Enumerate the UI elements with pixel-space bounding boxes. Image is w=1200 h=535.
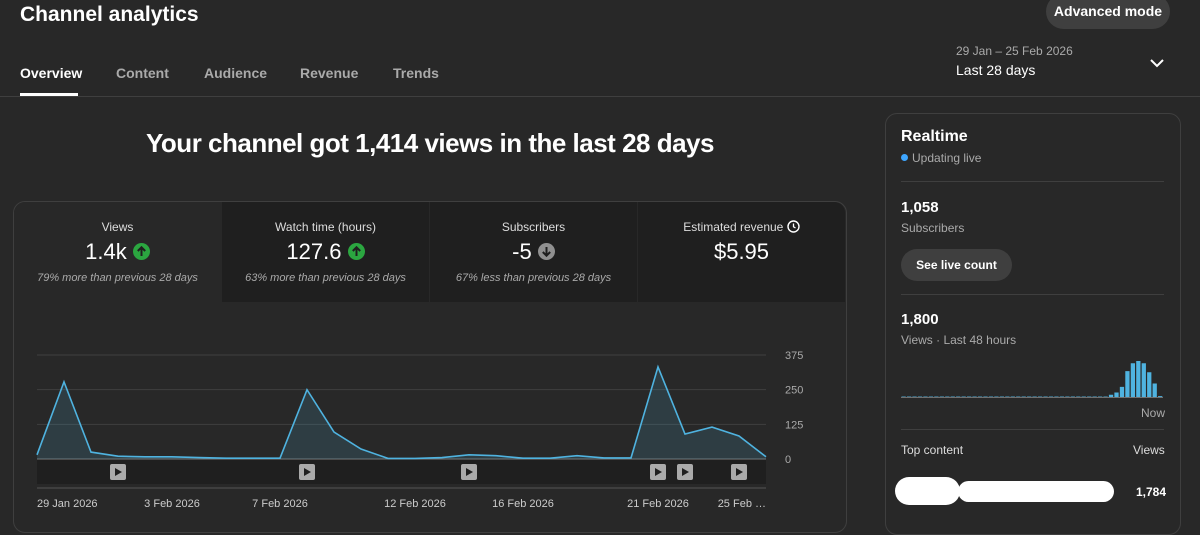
- x-tick-label: 29 Jan 2026: [37, 498, 98, 510]
- advanced-mode-button[interactable]: Advanced mode: [1046, 0, 1170, 29]
- chevron[interactable]: [1148, 56, 1166, 70]
- bar: [1147, 372, 1151, 397]
- area: [37, 367, 766, 459]
- x-tick-label: 25 Feb …: [718, 498, 766, 510]
- subscriber-count: 1,058: [901, 199, 939, 216]
- up-icon: [133, 243, 150, 260]
- realtime-title: Realtime: [901, 128, 968, 146]
- bar: [1109, 395, 1113, 397]
- now-label: Now: [1141, 406, 1165, 420]
- metric-comparison: 67% less than previous 28 days: [430, 272, 637, 284]
- metric-label: Subscribers: [430, 220, 637, 234]
- metric-comparison: 63% more than previous 28 days: [222, 272, 429, 284]
- tab[interactable]: Revenue: [300, 65, 358, 81]
- metric-tile[interactable]: Subscribers -5 67% less than previous 28…: [430, 202, 637, 302]
- views-chart: 0 125 250 375 29 Jan 2026 3 Feb 2026 7 Feb 202…: [0, 300, 880, 517]
- tab[interactable]: Overview: [20, 65, 82, 81]
- metric-label: Watch time (hours): [222, 220, 429, 234]
- metric-label: Estimated revenue: [638, 220, 845, 234]
- top-content-views: 1,784: [1136, 485, 1166, 499]
- bar: [1136, 361, 1140, 397]
- metric-tile[interactable]: Views 1.4k 79% more than previous 28 day…: [14, 202, 221, 302]
- views-count: 1,800: [901, 311, 939, 328]
- metric-label: Views: [14, 220, 221, 234]
- up-icon: [348, 243, 365, 260]
- metric-tile[interactable]: Estimated revenue $5.95: [638, 202, 845, 302]
- subscriber-label: Subscribers: [901, 221, 964, 235]
- x-tick-label: 7 Feb 2026: [252, 498, 308, 510]
- tab[interactable]: Audience: [204, 65, 267, 81]
- metric-value: 1.4k: [14, 239, 221, 265]
- metric-value: 127.6: [222, 239, 429, 265]
- redacted-title[interactable]: [958, 481, 1114, 502]
- date-range[interactable]: 29 Jan – 25 Feb 2026: [956, 44, 1073, 58]
- metric-number: 127.6: [286, 239, 341, 264]
- live-dot: [901, 154, 908, 161]
- realtime-chart: [885, 350, 1179, 425]
- bar: [1120, 387, 1124, 397]
- page: {"header": {"title": "Channel analytics"…: [0, 0, 1200, 517]
- realtime-status: Updating live: [912, 151, 981, 165]
- separator: [901, 181, 1164, 182]
- x-tick-label: 3 Feb 2026: [144, 498, 200, 510]
- bar: [1142, 363, 1146, 397]
- metric-number: 1.4k: [85, 239, 127, 264]
- bar: [1153, 384, 1157, 398]
- see-live-count-button[interactable]: See live count: [901, 249, 1012, 281]
- period[interactable]: Last 28 days: [956, 62, 1035, 78]
- separator: [901, 429, 1164, 430]
- clock-icon: [787, 220, 800, 233]
- y-tick-label: 0: [785, 454, 791, 466]
- page-title: Channel analytics: [20, 3, 199, 27]
- metric-comparison: 79% more than previous 28 days: [14, 272, 221, 284]
- top-content-header: Top content: [901, 443, 963, 457]
- metric-label-text: Estimated revenue: [683, 220, 783, 234]
- bar: [1158, 396, 1162, 397]
- headline: Your channel got 1,414 views in the last…: [0, 128, 860, 159]
- redacted-thumbnail: [895, 477, 960, 505]
- metric-number: -5: [512, 239, 532, 264]
- views-header: Views: [1133, 443, 1165, 457]
- metric-value: $5.95: [638, 239, 845, 265]
- bar: [1114, 393, 1118, 398]
- x-tick-label: 12 Feb 2026: [384, 498, 446, 510]
- y-tick-label: 250: [785, 385, 803, 397]
- down-icon: [538, 243, 555, 260]
- x-tick-label: 16 Feb 2026: [492, 498, 554, 510]
- separator: [901, 294, 1164, 295]
- views-label: Views · Last 48 hours: [901, 333, 1016, 347]
- tab[interactable]: Trends: [393, 65, 439, 81]
- tab[interactable]: Content: [116, 65, 169, 81]
- bar: [1131, 363, 1135, 397]
- y-tick-label: 375: [785, 350, 803, 362]
- x-tick-label: 21 Feb 2026: [627, 498, 689, 510]
- metric-value: -5: [430, 239, 637, 265]
- divider: [0, 96, 1200, 97]
- metric-tile[interactable]: Watch time (hours) 127.6 63% more than p…: [222, 202, 429, 302]
- bar: [1125, 371, 1129, 397]
- y-tick-label: 125: [785, 419, 803, 431]
